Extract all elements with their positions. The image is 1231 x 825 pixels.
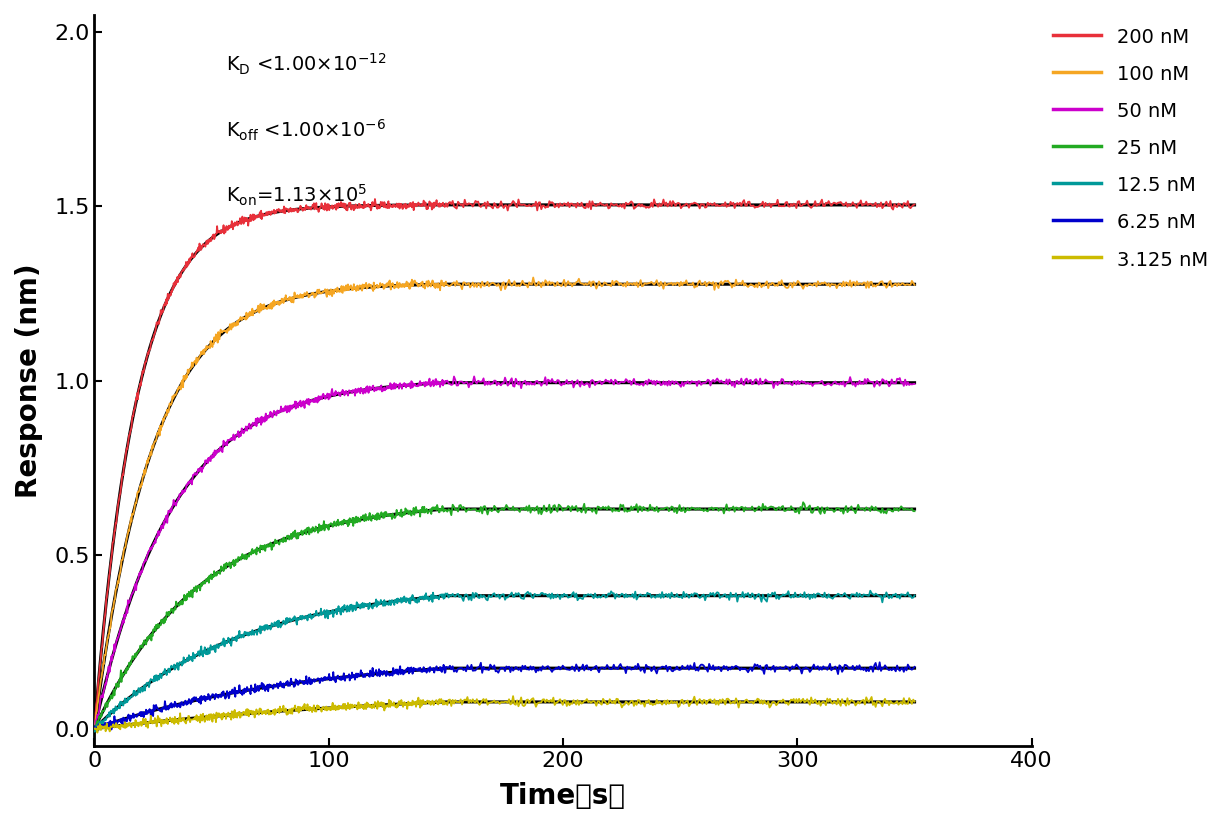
Text: K$_\mathrm{on}$=1.13×10$^5$: K$_\mathrm{on}$=1.13×10$^5$ [225,183,367,209]
X-axis label: Time（s）: Time（s） [500,782,627,810]
Text: K$_\mathrm{off}$ <1.00×10$^{-6}$: K$_\mathrm{off}$ <1.00×10$^{-6}$ [225,117,385,143]
Legend: 200 nM, 100 nM, 50 nM, 25 nM, 12.5 nM, 6.25 nM, 3.125 nM: 200 nM, 100 nM, 50 nM, 25 nM, 12.5 nM, 6… [1045,19,1216,277]
Text: K$_\mathrm{D}$ <1.00×10$^{-12}$: K$_\mathrm{D}$ <1.00×10$^{-12}$ [225,51,387,77]
Y-axis label: Response (nm): Response (nm) [15,263,43,497]
